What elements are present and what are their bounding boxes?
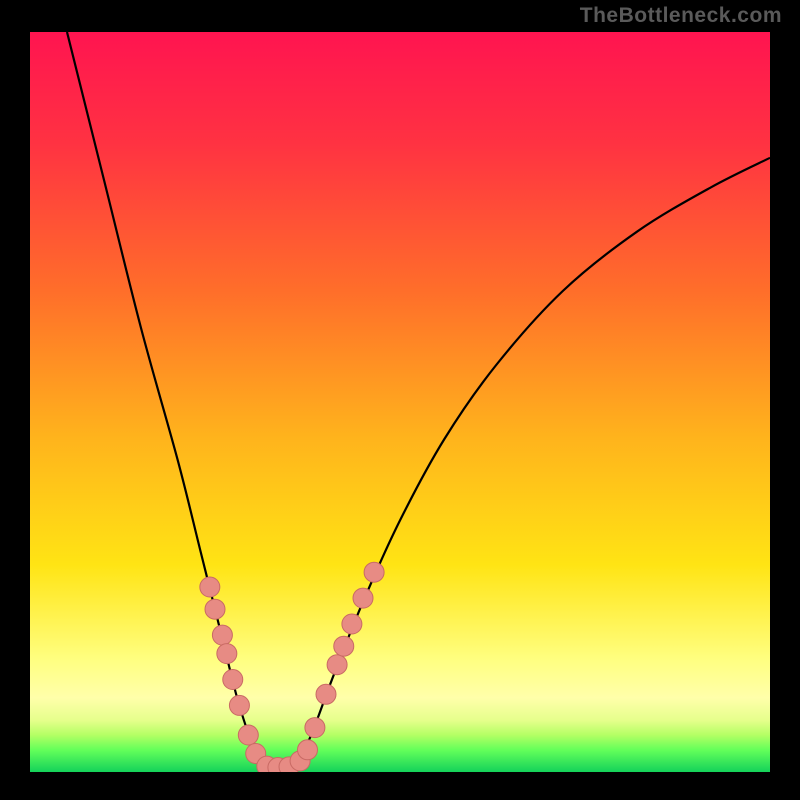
data-marker (223, 670, 243, 690)
plot-area (30, 32, 770, 772)
data-marker (364, 562, 384, 582)
data-marker (238, 725, 258, 745)
data-markers (30, 32, 770, 772)
chart-container: { "watermark": { "text": "TheBottleneck.… (0, 0, 800, 800)
data-marker (298, 740, 318, 760)
data-marker (212, 625, 232, 645)
data-marker (217, 644, 237, 664)
watermark-text: TheBottleneck.com (580, 4, 782, 28)
data-marker (316, 684, 336, 704)
data-marker (327, 655, 347, 675)
data-marker (342, 614, 362, 634)
data-marker (229, 695, 249, 715)
data-marker (334, 636, 354, 656)
data-marker (305, 718, 325, 738)
data-marker (200, 577, 220, 597)
data-marker (205, 599, 225, 619)
data-marker (353, 588, 373, 608)
